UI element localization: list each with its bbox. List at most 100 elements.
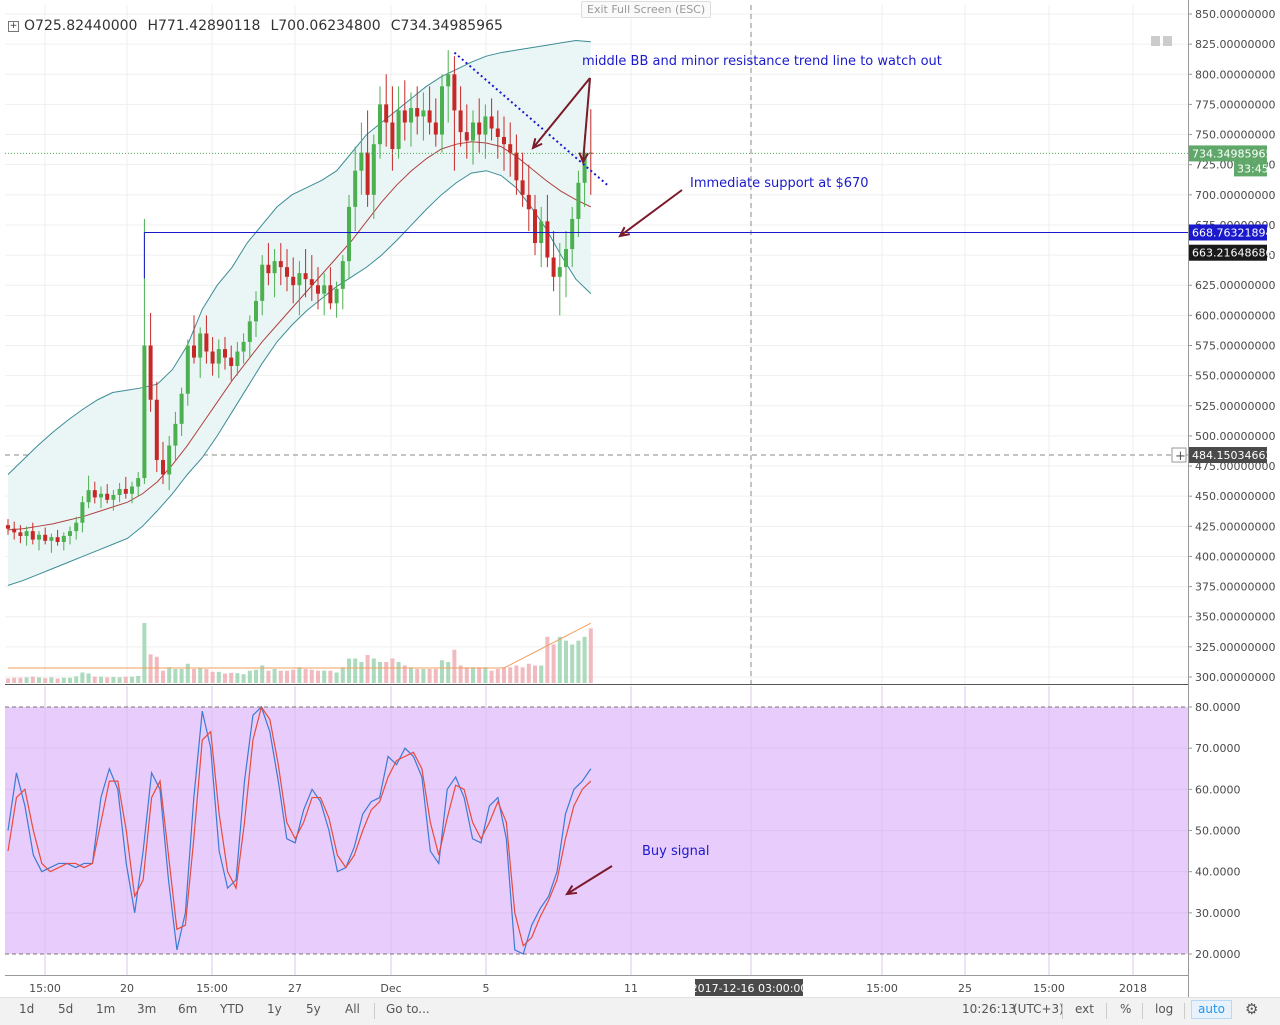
range-3m[interactable]: 3m [137, 1002, 157, 1016]
candle-body[interactable] [495, 128, 500, 137]
range-5d[interactable]: 5d [58, 1002, 74, 1016]
candle-body[interactable] [347, 206, 351, 262]
ext-button[interactable]: ext [1075, 1002, 1094, 1016]
candle-body[interactable] [142, 345, 147, 479]
range-1m[interactable]: 1m [96, 1002, 116, 1016]
price-pane[interactable] [5, 5, 1188, 684]
candle-body[interactable] [43, 534, 48, 541]
candle-body[interactable] [37, 534, 41, 540]
candle-body[interactable] [297, 273, 302, 286]
candle-body[interactable] [557, 267, 562, 277]
candle-body[interactable] [185, 345, 190, 394]
candle-body[interactable] [148, 345, 153, 400]
candle-body[interactable] [241, 341, 246, 352]
candle-body[interactable] [390, 122, 395, 150]
collapse-icon[interactable]: + [8, 21, 19, 32]
candle-body[interactable] [80, 502, 85, 523]
candle-body[interactable] [533, 209, 537, 244]
candle-body[interactable] [421, 110, 426, 117]
candle-body[interactable] [402, 110, 407, 123]
candle-body[interactable] [464, 132, 469, 141]
candle-body[interactable] [471, 122, 475, 141]
candle-body[interactable] [6, 525, 10, 529]
candle-body[interactable] [458, 110, 463, 133]
percent-button[interactable]: % [1120, 1002, 1132, 1016]
candle-body[interactable] [247, 321, 252, 342]
price-axis[interactable]: 850.00000000 825.00000000 800.00000000 775.… [1188, 8, 1275, 684]
candle-body[interactable] [117, 488, 122, 495]
candle-body[interactable] [198, 333, 203, 358]
candle-body[interactable] [353, 170, 358, 207]
candle-body[interactable] [229, 357, 234, 366]
candle-body[interactable] [272, 261, 277, 274]
candle-body[interactable] [30, 531, 35, 540]
candle-body[interactable] [576, 182, 581, 219]
candle-body[interactable] [359, 152, 364, 171]
candle-body[interactable] [130, 486, 134, 494]
candle-body[interactable] [179, 393, 184, 424]
add-alert-icon[interactable] [1171, 447, 1187, 463]
candle-body[interactable] [136, 478, 141, 487]
candle-body[interactable] [99, 493, 103, 498]
log-button[interactable]: log [1155, 1002, 1174, 1016]
candle-body[interactable] [365, 152, 370, 195]
candle-body[interactable] [92, 490, 97, 498]
candle-body[interactable] [216, 349, 221, 364]
candle-body[interactable] [440, 86, 444, 135]
stoch-axis[interactable]: 80.0000 70.0000 60.0000 50.0000 40.0000 30.00… [1188, 701, 1241, 961]
auto-button[interactable]: auto [1191, 1000, 1233, 1019]
time-axis[interactable]: 15:00 20 15:00 27 Dec 5 11 15:00 25 15:00 2018 2017… [29, 979, 1147, 996]
candle-body[interactable] [254, 300, 258, 322]
candle-body[interactable] [49, 537, 54, 541]
candle-body[interactable] [520, 180, 525, 195]
candle-body[interactable] [303, 273, 308, 280]
candle-body[interactable] [446, 74, 451, 87]
candle-body[interactable] [570, 218, 575, 250]
candle-body[interactable] [86, 490, 91, 503]
candle-body[interactable] [192, 345, 196, 358]
candle-body[interactable] [514, 152, 519, 181]
candle-body[interactable] [545, 221, 550, 258]
candle-body[interactable] [502, 136, 506, 145]
range-1y[interactable]: 1y [267, 1002, 282, 1016]
candle-body[interactable] [68, 531, 72, 536]
minimize-icon[interactable] [1163, 36, 1172, 46]
gear-icon[interactable]: ⚙ [1245, 1000, 1259, 1018]
pane-controls[interactable] [1151, 36, 1175, 49]
candle-body[interactable] [384, 104, 389, 123]
candle-body[interactable] [551, 257, 556, 277]
candle-body[interactable] [322, 285, 327, 294]
candle-body[interactable] [210, 351, 215, 364]
candle-body[interactable] [161, 460, 165, 475]
candle-body[interactable] [105, 493, 110, 500]
candle-body[interactable] [452, 74, 457, 111]
candle-body[interactable] [316, 285, 320, 294]
candle-body[interactable] [409, 108, 413, 123]
candle-body[interactable] [61, 535, 66, 542]
candle-body[interactable] [55, 537, 60, 542]
candle-body[interactable] [18, 532, 23, 536]
candle-body[interactable] [12, 528, 17, 533]
goto-button[interactable]: Go to... [386, 1002, 430, 1016]
candle-body[interactable] [415, 108, 420, 117]
candle-body[interactable] [74, 522, 79, 532]
candle-body[interactable] [508, 144, 513, 153]
candle-body[interactable] [433, 122, 438, 135]
candle-body[interactable] [111, 494, 116, 500]
resistance-trend-line[interactable] [453, 51, 610, 188]
range-5y[interactable]: 5y [306, 1002, 321, 1016]
maximize-icon[interactable] [1151, 36, 1160, 46]
candle-body[interactable] [285, 267, 289, 277]
candle-body[interactable] [582, 152, 587, 183]
annotation-resistance[interactable]: middle BB and minor resistance trend lin… [582, 54, 942, 69]
candle-body[interactable] [154, 399, 159, 461]
range-all[interactable]: All [345, 1002, 360, 1016]
candle-body[interactable] [427, 110, 432, 123]
candle-body[interactable] [173, 423, 178, 446]
candle-body[interactable] [371, 144, 376, 195]
candle-body[interactable] [24, 531, 29, 536]
candle-body[interactable] [483, 116, 488, 135]
candle-body[interactable] [266, 264, 271, 274]
candle-body[interactable] [489, 116, 494, 129]
annotation-buy-signal[interactable]: Buy signal [642, 844, 709, 859]
